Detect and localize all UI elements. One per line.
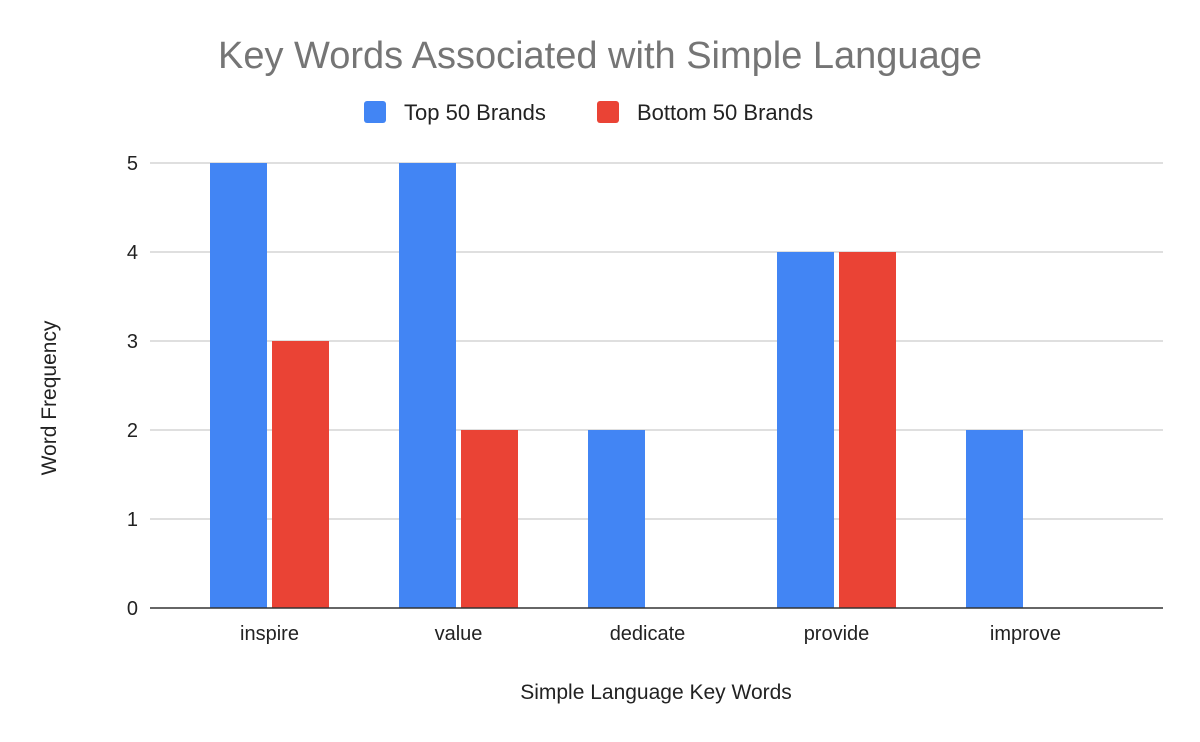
x-tick-label: dedicate [610, 623, 686, 645]
y-tick-label: 2 [127, 420, 138, 442]
bar-inspire-bottom-50 [272, 341, 329, 608]
bar-value-bottom-50 [461, 430, 518, 608]
x-axis-title: Simple Language Key Words [520, 681, 792, 704]
legend-swatch-bottom-50 [597, 101, 619, 123]
legend: Top 50 Brands Bottom 50 Brands [364, 100, 813, 125]
legend-label-bottom-50: Bottom 50 Brands [637, 100, 813, 125]
y-tick-label: 5 [127, 153, 138, 175]
chart-title: Key Words Associated with Simple Languag… [218, 35, 982, 77]
bar-inspire-top-50 [210, 163, 267, 608]
bar-provide-bottom-50 [839, 252, 896, 608]
y-tick-label: 4 [127, 242, 138, 264]
x-tick-label: provide [804, 623, 870, 645]
x-tick-label: improve [990, 623, 1061, 645]
y-tick-label: 1 [127, 509, 138, 531]
y-tick-label: 3 [127, 331, 138, 353]
y-tick-label: 0 [127, 598, 138, 620]
bar-value-top-50 [399, 163, 456, 608]
bar-provide-top-50 [777, 252, 834, 608]
x-tick-label: value [435, 623, 483, 645]
bar-dedicate-top-50 [588, 430, 645, 608]
y-axis-ticks: 0 1 2 3 4 5 [127, 153, 138, 620]
bar-improve-top-50 [966, 430, 1023, 608]
y-axis-title: Word Frequency [38, 320, 61, 475]
x-tick-label: inspire [240, 623, 299, 645]
legend-swatch-top-50 [364, 101, 386, 123]
bars [210, 163, 1023, 608]
legend-label-top-50: Top 50 Brands [404, 100, 546, 125]
x-axis-ticks: inspire value dedicate provide improve [240, 623, 1061, 645]
